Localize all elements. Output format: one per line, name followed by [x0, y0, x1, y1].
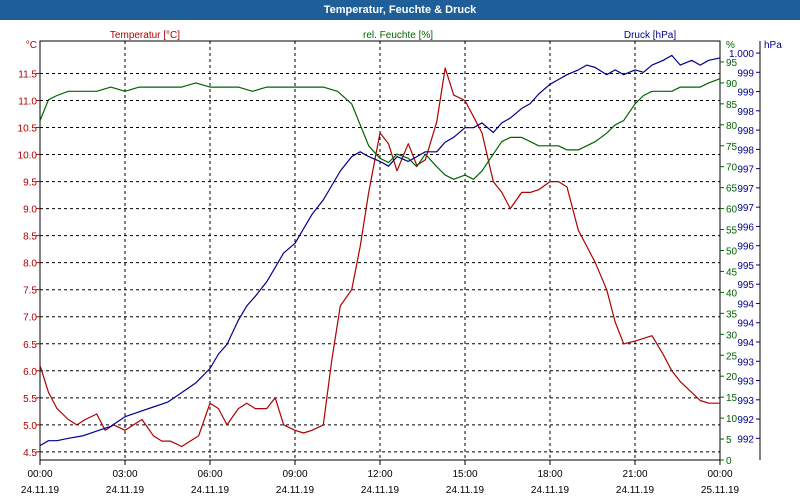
pressure-tick-label: 993: [737, 377, 754, 388]
humidity-tick-label: 85: [726, 100, 738, 111]
pressure-tick-label: 992: [737, 415, 754, 426]
temperature-tick-label: 4.5: [23, 448, 37, 459]
pressure-tick-label: 999: [737, 88, 754, 99]
x-tick-time: 00:00: [27, 469, 52, 480]
temperature-tick-label: 6.5: [23, 340, 37, 351]
temperature-tick-label: 10.0: [18, 151, 38, 162]
humidity-tick-label: 65: [726, 184, 738, 195]
x-tick-date: 24.11.19: [531, 485, 570, 496]
pressure-tick-label: 996: [737, 222, 754, 233]
pressure-unit-label: hPa: [764, 40, 782, 51]
temperature-tick-label: 7.5: [23, 286, 37, 297]
temperature-tick-label: 5.5: [23, 394, 37, 405]
pressure-tick-label: 995: [737, 280, 754, 291]
humidity-tick-label: 80: [726, 121, 738, 132]
pressure-tick-label: 1.000: [729, 49, 754, 60]
chart-title: Temperatur, Feuchte & Druck: [0, 0, 800, 20]
legend-label: rel. Feuchte [%]: [363, 30, 433, 41]
x-tick-date: 24.11.19: [446, 485, 485, 496]
pressure-tick-label: 997: [737, 203, 754, 214]
humidity-tick-label: 15: [726, 393, 738, 404]
humidity-tick-label: 25: [726, 351, 738, 362]
weather-chart: Temperatur [°C] rel. Feuchte [%] Druck [hP…: [18, 30, 783, 496]
x-tick-time: 21:00: [622, 469, 647, 480]
x-tick-date: 24.11.19: [361, 485, 400, 496]
x-tick-time: 09:00: [282, 469, 307, 480]
pressure-tick-label: 994: [737, 319, 754, 330]
temperature-tick-label: 8.5: [23, 232, 37, 243]
x-tick-date: 24.11.19: [276, 485, 315, 496]
humidity-tick-label: 35: [726, 309, 738, 320]
temperature-tick-label: 5.0: [23, 421, 37, 432]
axis-units: °C% hPa: [26, 40, 782, 51]
pressure-tick-label: 996: [737, 242, 754, 253]
pressure-tick-label: 993: [737, 396, 754, 407]
temperature-tick-label: 7.0: [23, 313, 37, 324]
x-tick-time: 18:00: [537, 469, 562, 480]
humidity-tick-label: 40: [726, 288, 738, 299]
x-tick-time: 06:00: [197, 469, 222, 480]
pressure-tick-label: 994: [737, 299, 754, 310]
temperature-tick-label: 9.0: [23, 205, 37, 216]
grid-lines: [40, 41, 720, 460]
pressure-tick-label: 993: [737, 357, 754, 368]
humidity-line: [39, 78, 721, 180]
pressure-tick-label: 994: [737, 338, 754, 349]
temperature-unit-label: °C: [26, 40, 37, 51]
temperature-tick-label: 8.0: [23, 259, 37, 270]
humidity-unit-label: %: [726, 40, 735, 51]
temperature-tick-label: 6.0: [23, 367, 37, 378]
humidity-tick-label: 10: [726, 414, 738, 425]
humidity-tick-label: 45: [726, 267, 738, 278]
legend-labels: Temperatur [°C] rel. Feuchte [%] Druck [hP…: [110, 30, 676, 41]
pressure-tick-label: 995: [737, 261, 754, 272]
pressure-tick-label: 997: [737, 184, 754, 195]
humidity-tick-label: 90: [726, 79, 738, 90]
humidity-tick-label: 60: [726, 205, 738, 216]
x-tick-date: 24.11.19: [21, 485, 60, 496]
humidity-tick-label: 55: [726, 226, 738, 237]
x-tick-date: 24.11.19: [616, 485, 655, 496]
temperature-tick-label: 11.5: [18, 69, 37, 80]
pressure-tick-label: 999: [737, 68, 754, 79]
temperature-tick-label: 11.0: [18, 96, 37, 107]
x-tick-date: 24.11.19: [191, 485, 230, 496]
humidity-tick-label: 50: [726, 247, 738, 258]
x-tick-time: 12:00: [367, 469, 392, 480]
x-tick-time: 00:00: [707, 469, 732, 480]
temperature-tick-label: 10.5: [18, 124, 38, 135]
temperature-tick-label: 9.5: [23, 178, 37, 189]
x-tick-time: 03:00: [112, 469, 137, 480]
humidity-tick-label: 95: [726, 58, 738, 69]
pressure-tick-label: 992: [737, 434, 754, 445]
axes: [36, 40, 761, 465]
humidity-tick-label: 20: [726, 372, 738, 383]
pressure-line: [39, 54, 721, 447]
legend-label: Druck [hPa]: [624, 30, 676, 41]
legend-label: Temperatur [°C]: [110, 30, 180, 41]
humidity-tick-label: 30: [726, 330, 738, 341]
x-tick-date: 25.11.19: [701, 485, 740, 496]
pressure-tick-label: 997: [737, 165, 754, 176]
x-tick-time: 15:00: [452, 469, 477, 480]
pressure-tick-label: 998: [737, 107, 754, 118]
series-lines: [39, 54, 721, 448]
humidity-tick-label: 75: [726, 142, 738, 153]
humidity-tick-label: 70: [726, 163, 738, 174]
humidity-tick-label: 0: [726, 456, 732, 467]
temperature-line: [39, 67, 720, 448]
x-tick-date: 24.11.19: [106, 485, 145, 496]
pressure-tick-label: 998: [737, 126, 754, 137]
tick-labels: 4.5 5.0 5.5 6.0 6.5 7.0 7.5 8.0 8.5 9.0 9.5 10.0 10.…: [18, 49, 755, 496]
pressure-tick-label: 998: [737, 145, 754, 156]
humidity-tick-label: 5: [726, 435, 732, 446]
